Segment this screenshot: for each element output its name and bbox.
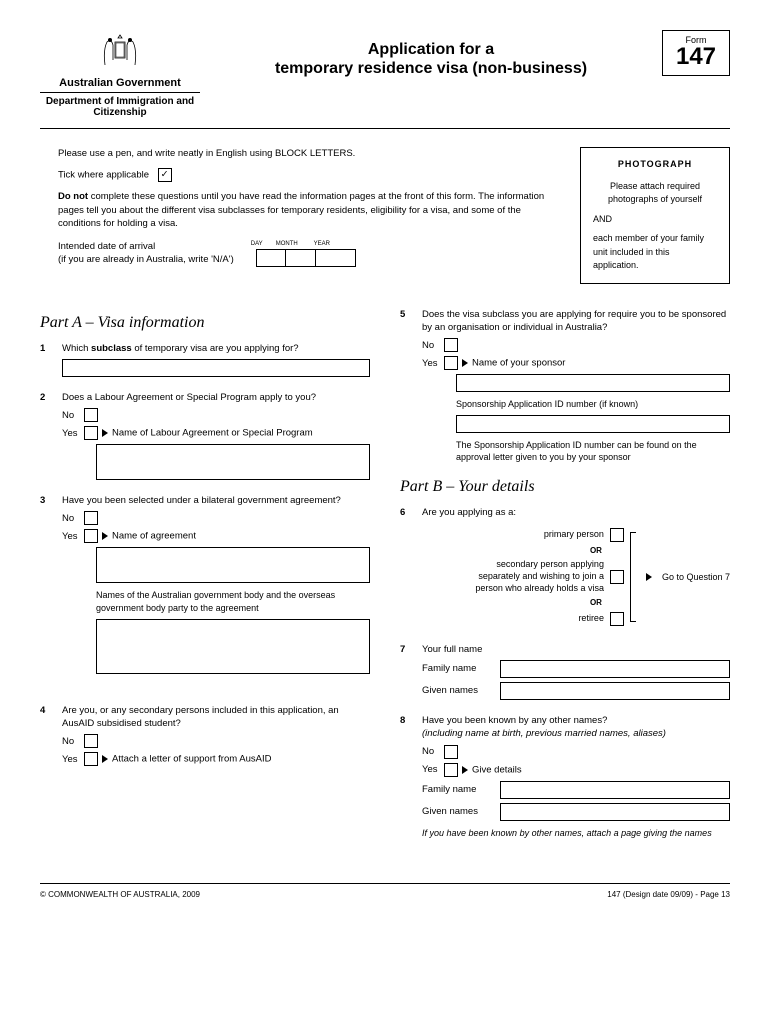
q2-yes-checkbox[interactable] [84, 426, 98, 440]
q2-no-checkbox[interactable] [84, 408, 98, 422]
question-2: 2 Does a Labour Agreement or Special Pro… [40, 391, 370, 480]
q6-secondary-checkbox[interactable] [610, 570, 624, 584]
arrival-year-input[interactable] [316, 249, 356, 267]
left-column: Part A – Visa information 1 Which subcla… [40, 308, 370, 854]
header-divider [40, 128, 730, 129]
q8-family-name-input[interactable] [500, 781, 730, 799]
q8-yes-checkbox[interactable] [444, 763, 458, 777]
q5-sponsorship-id-input[interactable] [456, 415, 730, 433]
q3-agreement-input[interactable] [96, 547, 370, 583]
part-b-title: Part B – Your details [400, 478, 730, 496]
form-number-box: Form 147 [662, 30, 730, 76]
arrow-icon [462, 359, 468, 367]
q4-no-checkbox[interactable] [84, 734, 98, 748]
instruction-warning: Do not complete these questions until yo… [58, 190, 560, 230]
page-number: 147 (Design date 09/09) - Page 13 [607, 890, 730, 899]
government-name: Australian Government [40, 77, 200, 89]
arrival-month-input[interactable] [286, 249, 316, 267]
right-column: 5 Does the visa subclass you are applyin… [400, 308, 730, 854]
q7-family-name-input[interactable] [500, 660, 730, 678]
arrival-label-block: Intended date of arrival (if you are alr… [58, 240, 234, 267]
q8-no-checkbox[interactable] [444, 745, 458, 759]
q8-given-names-input[interactable] [500, 803, 730, 821]
tick-example-checkbox: ✓ [158, 168, 172, 182]
copyright: © COMMONWEALTH OF AUSTRALIA, 2009 [40, 890, 200, 899]
photograph-box: PHOTOGRAPH Please attach required photog… [580, 147, 730, 284]
page-footer: © COMMONWEALTH OF AUSTRALIA, 2009 147 (D… [40, 883, 730, 899]
photo-text-1: Please attach required photographs of yo… [593, 180, 717, 207]
q3-yes-checkbox[interactable] [84, 529, 98, 543]
arrow-icon [462, 766, 468, 774]
q5-sponsor-input[interactable] [456, 374, 730, 392]
form-columns: Part A – Visa information 1 Which subcla… [40, 308, 730, 854]
q7-given-names-input[interactable] [500, 682, 730, 700]
arrow-icon [102, 532, 108, 540]
q5-no-checkbox[interactable] [444, 338, 458, 352]
question-4: 4 Are you, or any secondary persons incl… [40, 704, 370, 767]
question-7: 7 Your full name Family name Given names [400, 643, 730, 700]
q6-retiree-checkbox[interactable] [610, 612, 624, 626]
q4-yes-checkbox[interactable] [84, 752, 98, 766]
photo-title: PHOTOGRAPH [593, 158, 717, 172]
logo-block: Australian Government Department of Immi… [40, 30, 200, 118]
department-name: Department of Immigration and Citizenshi… [40, 96, 200, 118]
photo-text-2: each member of your family unit included… [593, 232, 717, 273]
arrow-icon [102, 755, 108, 763]
arrow-icon [102, 429, 108, 437]
question-8: 8 Have you been known by any other names… [400, 714, 730, 839]
bracket-icon [630, 532, 636, 622]
instruction-pen: Please use a pen, and write neatly in En… [58, 147, 560, 160]
q5-yes-checkbox[interactable] [444, 356, 458, 370]
q3-bodies-input[interactable] [96, 619, 370, 674]
header: Australian Government Department of Immi… [40, 30, 730, 118]
intro-text: Please use a pen, and write neatly in En… [40, 147, 560, 284]
q2-program-input[interactable] [96, 444, 370, 480]
arrow-icon [646, 573, 652, 581]
arrival-day-input[interactable] [256, 249, 286, 267]
part-a-title: Part A – Visa information [40, 314, 370, 332]
question-3: 3 Have you been selected under a bilater… [40, 494, 370, 673]
instruction-tick: Tick where applicable ✓ [58, 168, 560, 182]
question-5: 5 Does the visa subclass you are applyin… [400, 308, 730, 464]
form-title-2: temporary residence visa (non-business) [220, 59, 642, 78]
coat-of-arms-icon [95, 30, 145, 70]
date-input-group: DAY MONTH YEAR [242, 240, 356, 266]
question-6: 6 Are you applying as a: primary person … [400, 506, 730, 629]
form-title-1: Application for a [220, 40, 642, 59]
form-number: 147 [663, 45, 729, 69]
photo-and: AND [593, 213, 717, 227]
question-1: 1 Which subclass of temporary visa are y… [40, 342, 370, 377]
q6-primary-checkbox[interactable] [610, 528, 624, 542]
q1-subclass-input[interactable] [62, 359, 370, 377]
q3-no-checkbox[interactable] [84, 511, 98, 525]
intro-section: Please use a pen, and write neatly in En… [40, 147, 730, 284]
title-block: Application for a temporary residence vi… [220, 30, 642, 78]
